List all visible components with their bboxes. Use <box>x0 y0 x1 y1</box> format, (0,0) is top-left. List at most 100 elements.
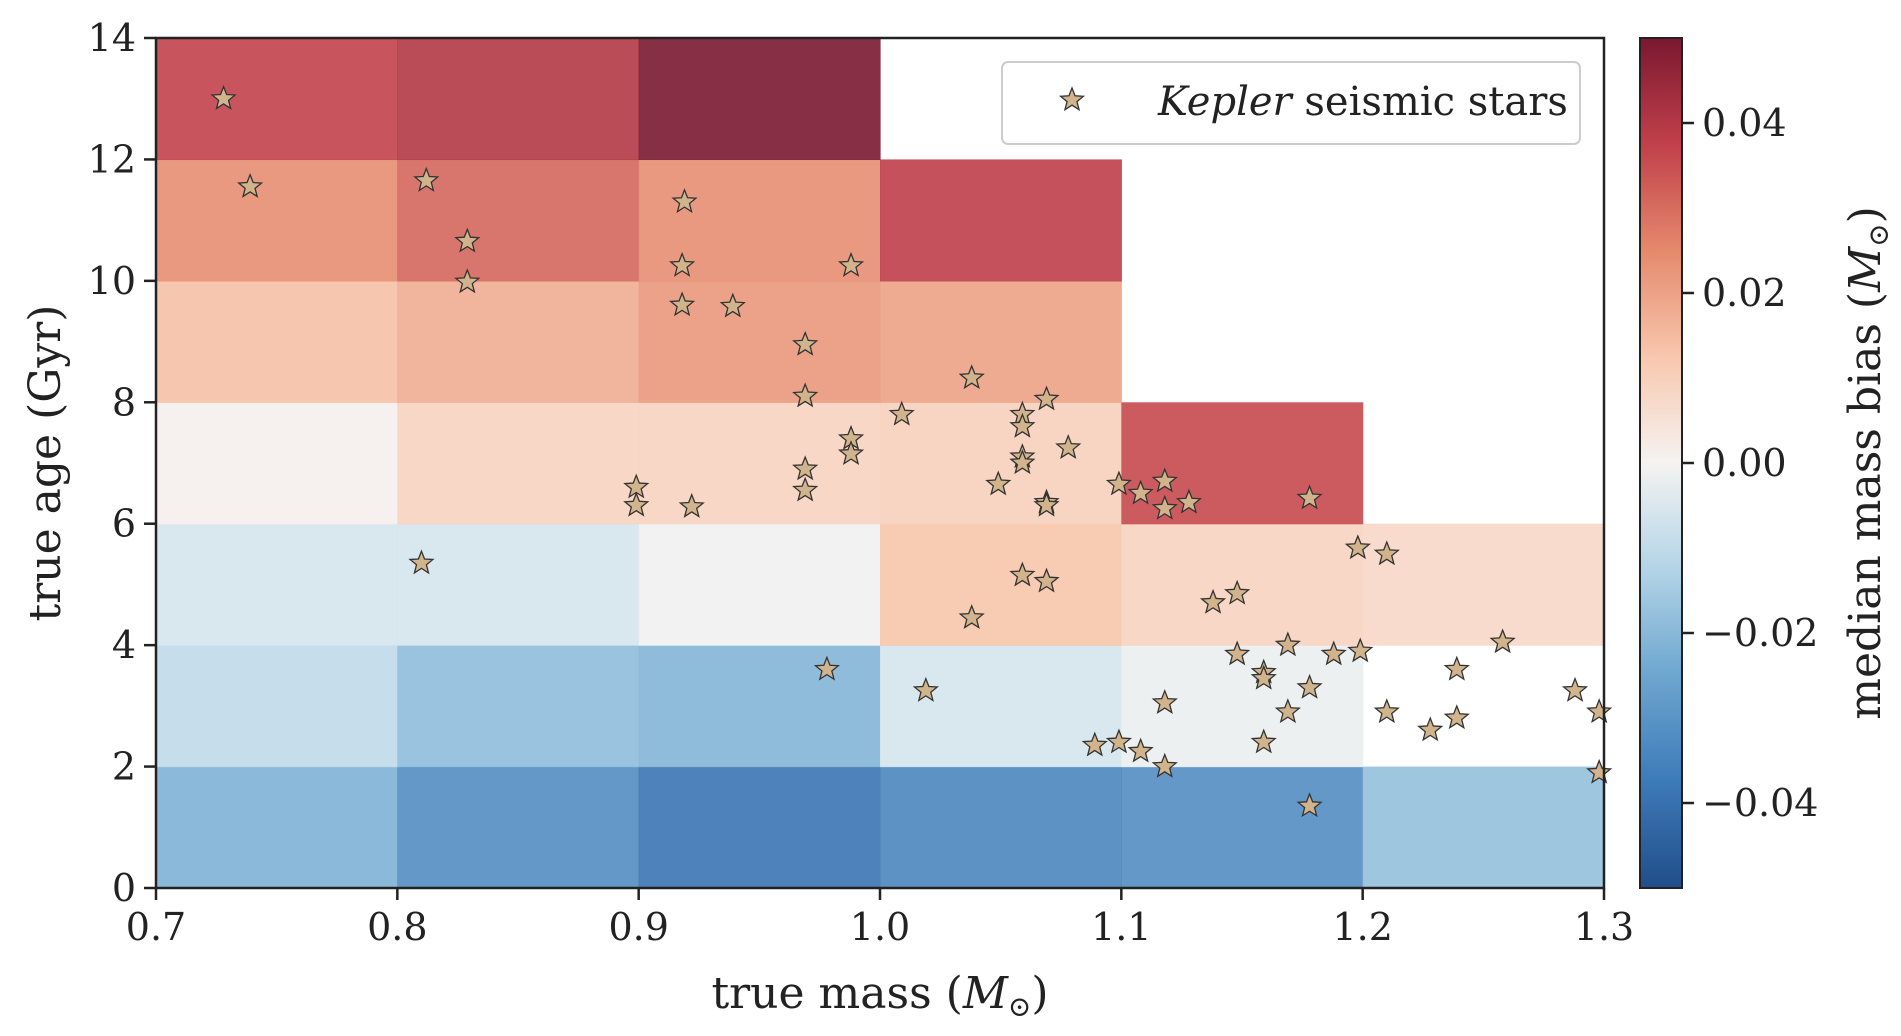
heatmap-cell <box>397 38 640 161</box>
kepler-star-marker <box>1274 631 1301 657</box>
heatmap-cell <box>1121 523 1364 646</box>
colorbar-tick-label: 0.02 <box>1702 271 1787 315</box>
kepler-star-marker <box>912 676 939 702</box>
heatmap-cell <box>397 766 640 889</box>
kepler-star-marker <box>1224 640 1251 666</box>
heatmap-cell <box>1362 523 1605 646</box>
heatmap-cell <box>156 38 398 161</box>
kepler-star-marker <box>719 292 746 318</box>
kepler-star-marker <box>668 251 696 277</box>
x-tick-label: 0.7 <box>126 905 186 949</box>
colorbar-tick-label: −0.04 <box>1702 781 1818 825</box>
heatmap-cell <box>397 402 640 525</box>
colorbar-label: median mass bias (M⊙) <box>1840 206 1895 720</box>
heatmap-cell <box>156 645 398 768</box>
y-tick-label: 0 <box>112 866 136 910</box>
colorbar-tick-label: −0.02 <box>1702 611 1818 655</box>
heatmap-cell <box>638 402 881 525</box>
kepler-star-marker <box>1105 470 1133 496</box>
heatmap-cell <box>397 159 640 282</box>
kepler-star-marker <box>1127 479 1154 505</box>
kepler-star-marker <box>1347 637 1374 663</box>
x-axis-label-subscript: ⊙ <box>1008 990 1031 1023</box>
kepler-star-marker <box>1175 488 1203 514</box>
kepler-star-marker <box>1151 494 1178 520</box>
kepler-star-marker <box>1274 698 1301 724</box>
x-tick-label: 1.1 <box>1091 905 1151 949</box>
kepler-star-marker <box>985 470 1012 496</box>
kepler-star-marker <box>623 491 650 517</box>
colorbar-label-subscript: ⊙ <box>1862 223 1895 246</box>
y-tick-label: 2 <box>112 745 136 789</box>
heatmap-cell <box>156 402 398 525</box>
kepler-star-marker <box>1127 737 1154 763</box>
kepler-star-marker <box>1296 484 1323 510</box>
kepler-star-marker <box>1443 655 1470 681</box>
kepler-star-marker <box>1009 449 1036 475</box>
y-axis-ticks: 0 2 4 6 8 10 12 14 <box>88 16 156 910</box>
heatmap-cell <box>880 766 1122 889</box>
kepler-star-marker <box>1033 567 1060 593</box>
colorbar-gradient <box>1639 37 1683 889</box>
legend: Kepler seismic stars <box>1001 61 1581 145</box>
kepler-star-marker <box>1296 792 1323 818</box>
y-tick-label: 6 <box>112 502 136 546</box>
heatmap-cells <box>156 38 1605 889</box>
x-axis-label-symbol: M <box>962 968 1009 1019</box>
colorbar-label-close: ) <box>1840 206 1891 223</box>
kepler-star-marker <box>888 400 915 426</box>
kepler-star-marker <box>1344 534 1371 560</box>
heatmap-cell <box>397 523 640 646</box>
heatmap-cell <box>1121 766 1364 889</box>
kepler-star-marker <box>1055 434 1082 459</box>
heatmap-cell <box>156 159 398 282</box>
kepler-star-marker <box>837 440 865 466</box>
kepler-star-marker <box>1586 758 1613 784</box>
kepler-star-marker <box>1033 385 1060 411</box>
y-axis-label: true age (Gyr) <box>20 305 71 622</box>
kepler-star-marker <box>1009 412 1036 438</box>
heatmap-cell <box>397 280 640 403</box>
kepler-star-marker <box>1009 561 1036 587</box>
heatmap-cell <box>638 645 881 768</box>
colorbar-tick-label: 0.00 <box>1702 441 1787 485</box>
kepler-star-marker <box>792 455 819 481</box>
kepler-star-marker <box>1224 579 1251 605</box>
kepler-star-marker <box>1417 716 1444 742</box>
kepler-star-marker <box>1561 676 1589 702</box>
heatmap-cell <box>156 766 398 889</box>
colorbar-ticks: 0.04 0.02 0.00 −0.02 −0.04 <box>1682 101 1818 825</box>
kepler-star-marker <box>668 291 696 317</box>
kepler-star-marker <box>408 549 435 575</box>
kepler-star-marker <box>813 655 841 681</box>
kepler-star-marker <box>454 268 481 294</box>
kepler-star-marker <box>792 382 819 408</box>
legend-star-marker <box>1058 86 1086 112</box>
kepler-star-marker <box>1373 540 1400 566</box>
heatmap-cell <box>880 523 1122 646</box>
x-tick-label: 1.3 <box>1574 905 1634 949</box>
x-tick-label: 0.8 <box>367 905 427 949</box>
kepler-star-marker <box>1320 640 1347 666</box>
x-tick-label: 0.9 <box>608 905 668 949</box>
kepler-star-marker <box>237 172 264 198</box>
kepler-star-marker <box>1081 731 1108 757</box>
kepler-star-marker <box>678 492 705 518</box>
kepler-star-marker <box>210 84 237 110</box>
x-axis-ticks: 0.7 0.8 0.9 1.0 1.1 1.2 1.3 <box>126 888 1634 949</box>
colorbar-tick-label: 0.04 <box>1702 101 1787 145</box>
x-tick-label: 1.2 <box>1332 905 1392 949</box>
kepler-star-marker <box>1105 728 1133 754</box>
heatmap-cell <box>638 766 881 889</box>
kepler-star-marker <box>1033 491 1060 517</box>
y-tick-label: 8 <box>112 380 136 424</box>
heatmap-cell <box>638 38 881 161</box>
legend-label-italic: Kepler <box>1157 79 1295 125</box>
kepler-star-marker <box>1586 698 1613 724</box>
kepler-star-marker <box>671 188 698 214</box>
y-tick-label: 10 <box>88 259 136 303</box>
colorbar: 0.04 0.02 0.00 −0.02 −0.04 median mass bias … <box>1639 37 1895 889</box>
heatmap-cell <box>880 280 1122 403</box>
kepler-star-marker <box>792 476 819 502</box>
